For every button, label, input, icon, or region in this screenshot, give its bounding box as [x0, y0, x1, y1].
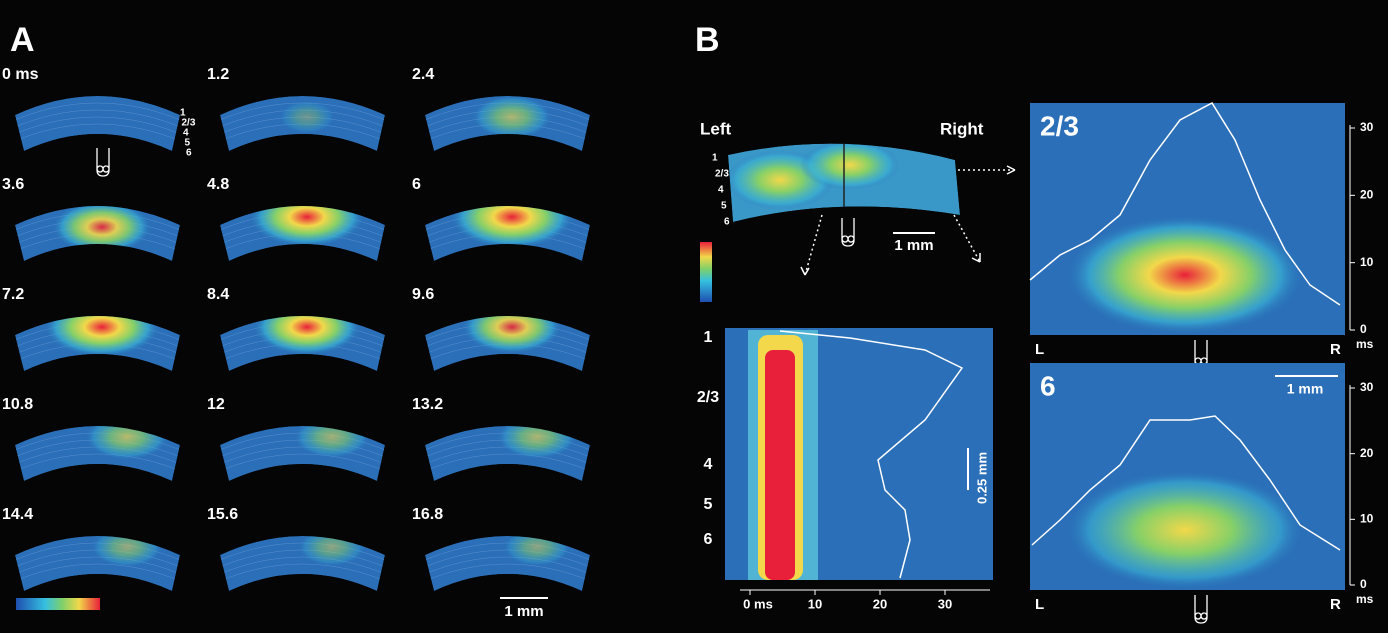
band [765, 350, 795, 580]
layer-label: 5 [704, 496, 713, 513]
activity [279, 100, 335, 133]
tick-label: 0 ms [743, 596, 773, 611]
activity [1065, 215, 1305, 335]
activity [800, 140, 900, 190]
scale-label: 0.25 mm [974, 452, 989, 504]
layer-label: 1 [712, 153, 718, 164]
tick-label: 10 [808, 596, 822, 611]
tick-label: 0 [1360, 577, 1367, 591]
frame-time: 6 [412, 176, 421, 193]
layer-label: 2/3 [715, 169, 729, 180]
layer-label: 1 [704, 329, 713, 346]
tick-label: 30 [1360, 380, 1374, 394]
tick-label: 0 [1360, 322, 1367, 336]
unit-label: ms [1356, 337, 1374, 351]
side-label: R [1330, 341, 1341, 358]
side-label: R [1330, 596, 1341, 613]
tick-label: 30 [1360, 120, 1374, 134]
layer-label: 5 [721, 201, 727, 212]
tick-label: 20 [1360, 188, 1374, 202]
panel-label: B [695, 21, 720, 59]
figure: A B 0 ms 1.2 2.4 3.6 4.8 6 7.2 8.4 9.6 10.8 12 13.2… [0, 0, 1388, 633]
layer-label: 4 [718, 185, 724, 196]
frame-time: 3.6 [2, 176, 24, 193]
side-label: Right [940, 119, 984, 138]
layer-label: 6 [186, 148, 192, 159]
panel-b: Left Right 1 2/3 4 5 6 1 mm 1 2/3 4 5 6 0 ms 10 20 30 0.2… [697, 103, 1374, 623]
frame-time: 13.2 [412, 396, 443, 413]
frame-time: 10.8 [2, 396, 33, 413]
layer-label: 6 [724, 217, 730, 228]
tick-label: 20 [1360, 446, 1374, 460]
tick-label: 10 [1360, 255, 1374, 269]
layer-label: 2/3 [697, 389, 719, 406]
scale-label: 1 mm [1287, 381, 1324, 397]
frame-time: 7.2 [2, 286, 24, 303]
frame-time: 14.4 [2, 506, 33, 523]
plot-title: 2/3 [1040, 110, 1079, 141]
layer-label: 4 [704, 456, 713, 473]
colorbar [16, 598, 100, 610]
frame-time: 1.2 [207, 66, 229, 83]
frame-time: 9.6 [412, 286, 434, 303]
frame-time: 16.8 [412, 506, 443, 523]
activity [1065, 470, 1305, 590]
panel-label: A [10, 21, 35, 59]
scale-label: 1 mm [504, 603, 543, 620]
scale-label: 1 mm [894, 237, 933, 254]
frame-time: 15.6 [207, 506, 238, 523]
plot-title: 6 [1040, 370, 1056, 401]
frame-time: 12 [207, 396, 225, 413]
side-label: Left [700, 119, 732, 138]
side-label: L [1035, 596, 1044, 613]
frame-time: 8.4 [207, 286, 229, 303]
layer-label: 6 [704, 531, 713, 548]
page: A B 0 ms 1.2 2.4 3.6 4.8 6 7.2 8.4 9.6 10.8 12 13.2… [0, 0, 1388, 633]
frame-time: 0 ms [2, 66, 39, 83]
unit-label: ms [1356, 592, 1374, 606]
colorbar [700, 242, 712, 302]
tick-label: 10 [1360, 512, 1374, 526]
tick-label: 30 [938, 596, 952, 611]
tick-label: 20 [873, 596, 887, 611]
frame-time: 4.8 [207, 176, 229, 193]
frame-time: 2.4 [412, 66, 434, 83]
side-label: L [1035, 341, 1044, 358]
activity [472, 95, 552, 139]
